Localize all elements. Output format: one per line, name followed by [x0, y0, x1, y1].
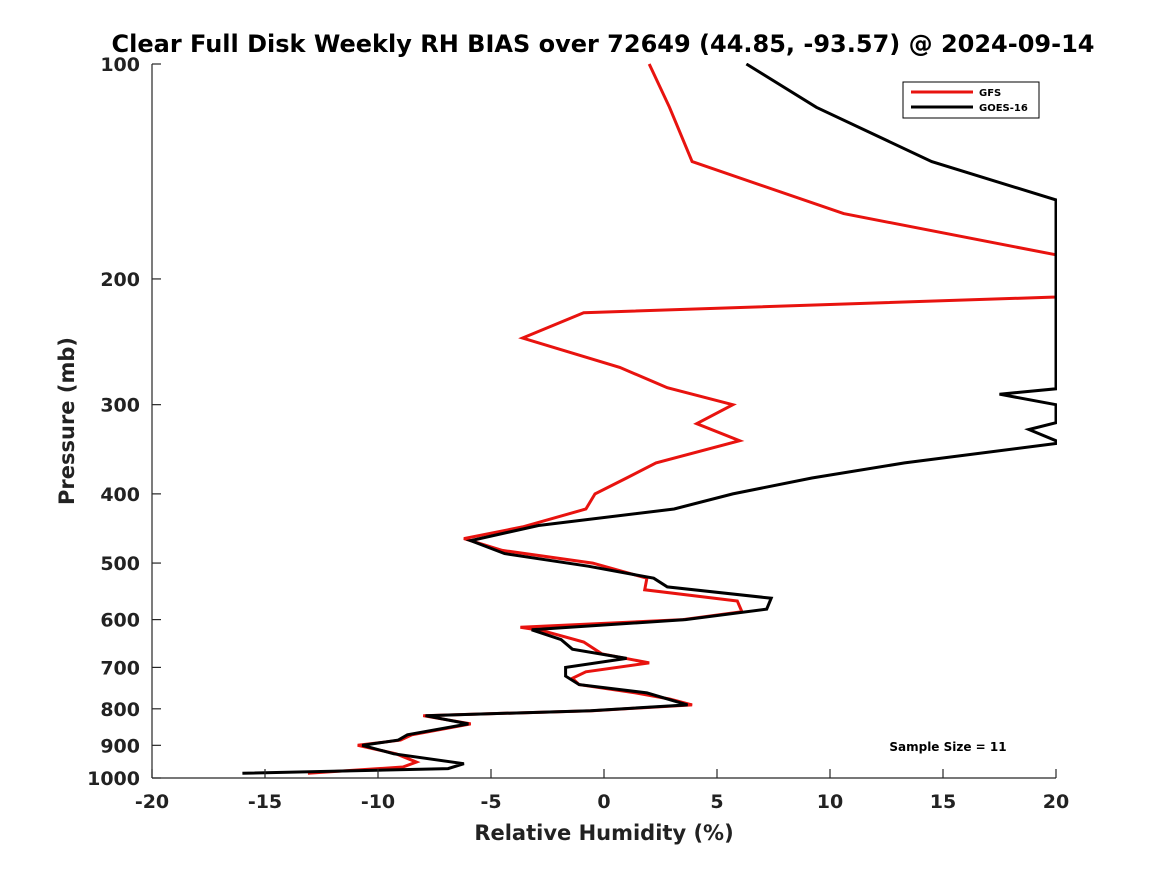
- x-tick-label: -5: [480, 791, 501, 813]
- x-tick-label: 5: [710, 791, 723, 813]
- x-tick-label: 10: [817, 791, 843, 813]
- y-tick-label: 600: [100, 610, 140, 632]
- y-tick-label: 500: [100, 553, 140, 575]
- legend: GFS GOES-16: [902, 81, 1040, 119]
- y-tick-label: 400: [100, 484, 140, 506]
- x-tick-label: -20: [135, 791, 169, 813]
- y-tick-label: 700: [100, 657, 140, 679]
- y-tick-label: 900: [100, 735, 140, 757]
- x-axis: -20 -15 -10 -5 0 5 10 15 20: [135, 769, 1069, 813]
- y-axis: 100 200 300 400 500 600 700 800 900 1000: [87, 54, 161, 790]
- legend-box: [902, 81, 1040, 119]
- y-tick-label: 300: [100, 395, 140, 417]
- x-tick-label: 20: [1043, 791, 1069, 813]
- x-tick-label: -10: [361, 791, 395, 813]
- legend-label: GOES-16: [979, 103, 1028, 114]
- x-tick-label: 15: [930, 791, 956, 813]
- y-axis-label: Pressure (mb): [55, 337, 79, 505]
- x-tick-label: -15: [248, 791, 282, 813]
- y-tick-label: 200: [100, 269, 140, 291]
- y-tick-label: 800: [100, 699, 140, 721]
- x-tick-label: 0: [597, 791, 610, 813]
- plot-area: [151, 63, 1057, 779]
- chart-title: Clear Full Disk Weekly RH BIAS over 7264…: [112, 30, 1095, 58]
- series-line-goes-16: [242, 63, 1057, 775]
- sample-size-annotation: Sample Size = 11: [889, 740, 1006, 754]
- plot-background: [152, 64, 1056, 778]
- x-axis-label: Relative Humidity (%): [474, 821, 733, 845]
- legend-label: GFS: [979, 88, 1001, 99]
- y-tick-label: 100: [100, 54, 140, 76]
- y-tick-label: 1000: [87, 768, 140, 790]
